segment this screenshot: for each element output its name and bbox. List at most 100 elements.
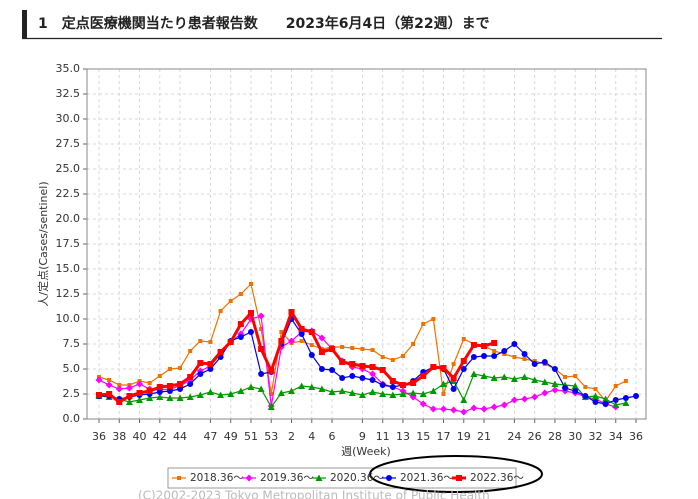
marker [309,343,314,347]
marker [339,375,346,381]
marker [188,349,193,353]
x-tick-label: 32 [588,430,602,443]
y-tick-label: 22.5 [56,187,81,200]
marker [156,389,163,395]
marker [277,389,285,396]
marker [350,346,355,350]
marker [450,375,457,381]
marker [308,352,315,358]
marker [491,353,498,359]
marker [126,393,133,399]
marker [511,341,518,347]
x-tick-label: 34 [609,430,623,443]
x-tick-label: 9 [359,430,366,443]
marker [480,372,488,379]
y-tick-label: 20.0 [56,212,81,225]
marker [217,349,224,355]
marker [156,393,164,400]
marker [451,362,456,366]
marker [492,349,497,353]
marker [237,321,244,327]
marker [197,371,204,377]
marker [217,391,225,398]
series-line [98,315,616,413]
x-tick-label: 40 [133,430,147,443]
marker [592,399,599,405]
marker [187,374,194,380]
legend-label: 2021.36～ [400,472,454,484]
marker [410,380,417,386]
marker [582,393,589,399]
marker [563,375,568,379]
marker [470,404,478,412]
marker [522,357,527,361]
marker [612,397,619,403]
marker [369,377,376,383]
x-tick-label: 2 [288,430,295,443]
marker [470,370,478,377]
marker [460,408,468,416]
marker [541,359,548,365]
marker [481,343,488,349]
x-tick-label: 51 [244,430,258,443]
marker [390,358,395,362]
marker [318,334,326,342]
marker [512,355,517,359]
x-tick-label: 15 [416,430,430,443]
marker [369,364,376,370]
marker [521,351,528,357]
marker [490,374,498,381]
marker [177,381,184,387]
marker [227,339,234,345]
y-tick-label: 2.5 [63,387,81,400]
legend-marker [386,475,392,481]
marker [419,400,427,408]
marker [156,384,163,390]
x-tick-label: 11 [376,430,390,443]
x-tick-label: 36 [92,430,106,443]
marker [208,340,213,344]
marker [278,338,285,344]
x-tick-label: 19 [457,430,471,443]
marker [612,401,620,408]
marker [227,390,235,397]
marker [115,385,123,393]
marker [116,399,123,405]
marker [622,395,629,401]
marker [602,395,610,402]
marker [308,329,315,335]
marker [298,326,305,332]
y-tick-label: 10.0 [56,312,81,325]
marker [633,393,639,399]
marker [298,331,305,337]
x-tick-label: 24 [507,430,521,443]
marker [429,405,437,413]
marker [490,403,498,411]
marker [573,374,578,378]
marker [551,380,559,387]
marker [340,345,345,349]
marker [521,373,529,380]
marker [267,403,275,410]
marker [409,389,417,396]
x-tick-label: 21 [477,430,491,443]
marker [279,330,284,334]
marker [166,388,173,394]
marker [572,388,579,394]
x-tick-label: 49 [224,430,238,443]
marker [339,359,346,365]
marker [348,389,356,396]
x-tick-label: 26 [528,430,542,443]
marker [288,387,296,394]
marker [238,292,243,296]
marker [329,367,336,373]
marker [218,309,223,313]
marker [400,354,405,358]
y-tick-label: 32.5 [56,87,81,100]
marker [125,384,133,392]
marker [258,371,265,377]
marker [411,342,416,346]
marker [541,378,549,385]
x-tick-label: 13 [396,430,410,443]
marker [197,360,204,366]
